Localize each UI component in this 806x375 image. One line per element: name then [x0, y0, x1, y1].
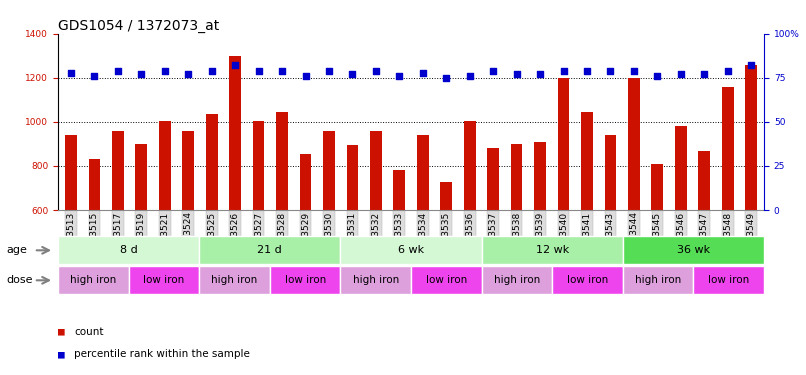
Bar [511, 144, 522, 210]
Point [698, 71, 711, 77]
Point [158, 68, 171, 74]
Text: age: age [6, 245, 27, 255]
Bar [182, 131, 194, 210]
Text: 6 wk: 6 wk [398, 245, 424, 255]
Bar [393, 170, 405, 210]
Bar [628, 78, 640, 210]
Point [182, 71, 195, 77]
Bar [276, 112, 288, 210]
Point [229, 63, 242, 69]
Bar [411, 266, 482, 294]
Point [206, 68, 218, 74]
Text: high iron: high iron [494, 275, 540, 285]
Point [322, 68, 335, 74]
Text: 12 wk: 12 wk [536, 245, 569, 255]
Bar [482, 236, 623, 264]
Bar [482, 266, 552, 294]
Point [510, 71, 523, 77]
Bar [199, 236, 340, 264]
Bar [340, 266, 411, 294]
Bar [651, 164, 663, 210]
Text: ■: ■ [58, 350, 64, 359]
Point [675, 71, 688, 77]
Bar [623, 236, 764, 264]
Point [135, 71, 147, 77]
Point [299, 73, 312, 79]
Bar [229, 56, 241, 210]
Text: GDS1054 / 1372073_at: GDS1054 / 1372073_at [58, 19, 219, 33]
Bar [746, 64, 757, 210]
Text: count: count [74, 327, 104, 337]
Point [64, 69, 77, 75]
Point [276, 68, 289, 74]
Point [604, 68, 617, 74]
Bar [340, 236, 482, 264]
Text: high iron: high iron [211, 275, 258, 285]
Bar [112, 131, 123, 210]
Bar [253, 121, 264, 210]
Point [651, 73, 664, 79]
Bar [370, 131, 382, 210]
Text: low iron: low iron [708, 275, 750, 285]
Point [534, 71, 546, 77]
Bar [552, 266, 623, 294]
Text: ■: ■ [58, 327, 64, 337]
Text: high iron: high iron [70, 275, 116, 285]
Bar [699, 150, 710, 210]
Text: 21 d: 21 d [257, 245, 282, 255]
Bar [693, 266, 764, 294]
Bar [58, 236, 199, 264]
Point [627, 68, 640, 74]
Point [111, 68, 124, 74]
Bar [270, 266, 340, 294]
Bar [135, 144, 147, 210]
Text: low iron: low iron [567, 275, 609, 285]
Point [346, 71, 359, 77]
Bar [159, 121, 171, 210]
Text: high iron: high iron [635, 275, 681, 285]
Point [369, 68, 382, 74]
Point [745, 63, 758, 69]
Point [417, 69, 430, 75]
Text: 8 d: 8 d [120, 245, 138, 255]
Text: high iron: high iron [353, 275, 399, 285]
Bar [89, 159, 100, 210]
Point [721, 68, 734, 74]
Bar [129, 266, 199, 294]
Bar [65, 135, 77, 210]
Point [557, 68, 570, 74]
Point [252, 68, 265, 74]
Point [88, 73, 101, 79]
Bar [675, 126, 687, 210]
Point [463, 73, 476, 79]
Text: low iron: low iron [143, 275, 185, 285]
Text: dose: dose [6, 275, 33, 285]
Point [487, 68, 500, 74]
Point [580, 68, 593, 74]
Bar [604, 135, 617, 210]
Text: 36 wk: 36 wk [677, 245, 710, 255]
Bar [722, 87, 733, 210]
Bar [558, 78, 569, 210]
Bar [463, 121, 476, 210]
Bar [581, 112, 593, 210]
Bar [440, 183, 452, 210]
Bar [623, 266, 693, 294]
Text: low iron: low iron [285, 275, 326, 285]
Text: low iron: low iron [426, 275, 467, 285]
Bar [300, 154, 311, 210]
Bar [347, 145, 359, 210]
Bar [58, 266, 129, 294]
Bar [199, 266, 270, 294]
Bar [417, 135, 429, 210]
Bar [323, 131, 334, 210]
Point [440, 75, 453, 81]
Bar [206, 114, 218, 210]
Text: percentile rank within the sample: percentile rank within the sample [74, 350, 250, 359]
Point [393, 73, 405, 79]
Bar [534, 142, 546, 210]
Bar [488, 148, 499, 210]
